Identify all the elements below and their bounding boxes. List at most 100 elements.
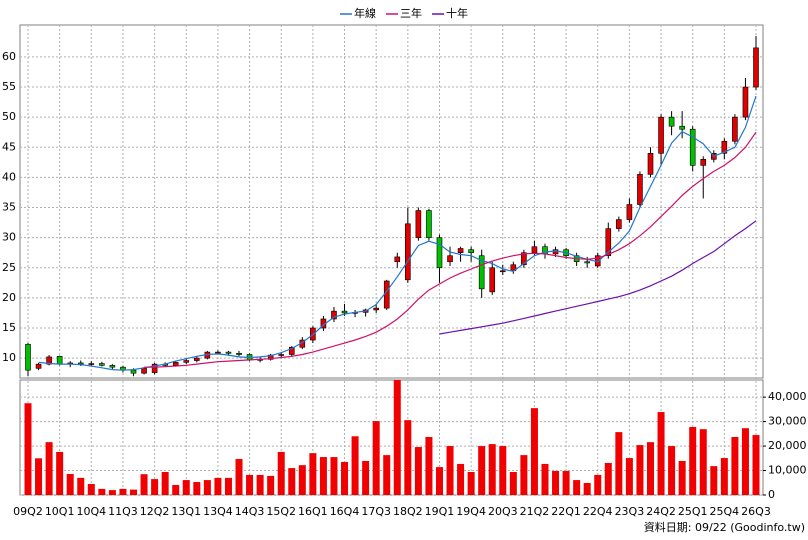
candle-body	[732, 116, 738, 142]
candle-body	[99, 363, 105, 366]
volume-bar	[193, 482, 201, 495]
ma-line	[38, 95, 757, 371]
candle-body	[626, 204, 633, 220]
y2-tick-label: 10,000	[768, 464, 807, 477]
candle-body	[141, 368, 147, 374]
volume-bar	[45, 442, 53, 495]
candle-body	[584, 261, 590, 264]
volume-bar	[77, 477, 85, 495]
volume-bar	[552, 471, 560, 495]
candle-body	[35, 363, 42, 369]
ma-line	[439, 220, 757, 335]
volume-bar	[87, 483, 95, 495]
candle-body	[288, 346, 295, 355]
candle-body	[331, 310, 337, 320]
x-tick-label: 22Q4	[583, 505, 613, 518]
volume-bar	[636, 445, 644, 495]
x-tick-label: 22Q1	[551, 505, 581, 518]
x-tick-label: 24Q2	[646, 505, 676, 518]
volume-bar	[119, 488, 127, 495]
candle-body	[151, 363, 158, 373]
volume-bar	[541, 463, 549, 495]
volume-bar	[277, 451, 285, 495]
volume-bar	[583, 483, 591, 495]
volume-bar	[203, 480, 211, 495]
volume-bar	[509, 472, 517, 495]
volume-bar	[56, 451, 64, 495]
candle-body	[46, 356, 52, 365]
volume-bar	[657, 412, 665, 495]
volume-bar	[151, 479, 159, 495]
x-tick-label: 10Q4	[76, 505, 106, 518]
volume-bar	[319, 457, 327, 495]
volume-bar	[404, 420, 412, 495]
y-tick-label: 40	[2, 170, 16, 183]
x-tick-label: 25Q4	[710, 505, 740, 518]
candle-body	[415, 210, 422, 238]
candle-body	[183, 360, 190, 363]
volume-bar	[161, 472, 169, 495]
candle-body	[426, 210, 432, 238]
x-tick-label: 19Q1	[425, 505, 455, 518]
volume-bar	[678, 460, 686, 495]
volume-bar	[478, 446, 486, 495]
candle-body	[436, 237, 443, 269]
volume-bar	[224, 477, 232, 495]
candle-body	[383, 280, 390, 309]
candle-body	[77, 362, 84, 365]
volume-bar	[24, 403, 32, 495]
volume-bar	[604, 462, 612, 495]
y2-tick-label: 30,000	[768, 415, 807, 428]
candle-body	[225, 351, 232, 354]
candle-body	[130, 369, 137, 374]
candle-body	[521, 252, 527, 266]
candle-body	[373, 307, 379, 311]
candle-body	[489, 267, 496, 293]
candle-body	[405, 223, 411, 281]
volume-bar	[235, 459, 243, 495]
volume-bar	[446, 446, 454, 495]
volume-bar	[520, 455, 528, 495]
volume-bar	[214, 477, 222, 495]
volume-bar	[720, 458, 728, 495]
volume-bar	[341, 461, 349, 495]
x-tick-label: 13Q1	[171, 505, 201, 518]
volume-bar	[35, 458, 43, 495]
candle-body	[457, 248, 464, 254]
candle-body	[215, 351, 221, 354]
volume-bar	[435, 467, 443, 495]
volume-bar	[393, 380, 401, 495]
volume-bar	[689, 426, 697, 495]
volume-bar	[298, 465, 306, 495]
volume-bar	[383, 455, 391, 495]
candle-body	[278, 354, 285, 356]
legend-label: 年線	[354, 6, 376, 20]
volume-bar	[615, 432, 623, 495]
ma-line	[144, 131, 757, 368]
candle-body	[531, 246, 538, 254]
x-tick-label: 13Q4	[203, 505, 233, 518]
candle-body	[689, 128, 696, 166]
candle-body	[194, 357, 200, 361]
x-tick-label: 17Q3	[361, 505, 391, 518]
candle-body	[25, 343, 31, 371]
candle-body	[647, 153, 654, 175]
candle-body	[700, 159, 707, 166]
y2-tick-label: 20,000	[768, 439, 807, 452]
volume-bar	[66, 473, 74, 495]
legend: 年線 三年 十年	[340, 6, 468, 20]
volume-bar	[646, 442, 654, 495]
volume-bar	[562, 471, 570, 495]
volume-bar	[530, 408, 538, 495]
candle-body	[109, 365, 116, 368]
volume-bar	[267, 475, 275, 495]
y-tick-label: 50	[2, 110, 16, 123]
x-tick-label: 16Q4	[330, 505, 360, 518]
y-tick-label: 60	[2, 50, 16, 63]
candle-body	[679, 125, 685, 130]
candle-body	[88, 363, 95, 365]
x-tick-label: 14Q3	[235, 505, 265, 518]
legend-label: 三年	[400, 6, 422, 20]
x-tick-label: 21Q2	[520, 505, 550, 518]
